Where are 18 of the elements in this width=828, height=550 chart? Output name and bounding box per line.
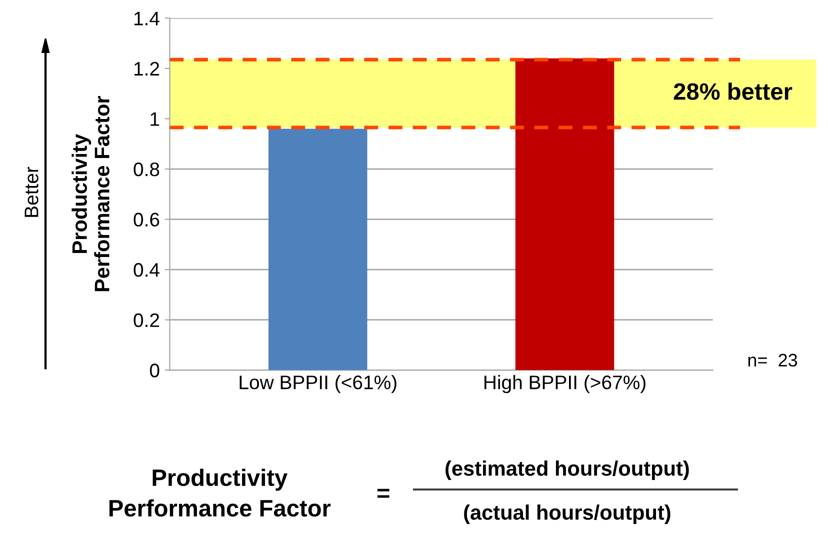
y-tick-label: 1.4 [134,12,160,26]
y-tick-label: 0.8 [134,162,160,176]
y-tick-label: 0.6 [134,212,160,227]
text: Better [24,166,38,217]
text: = [377,488,390,498]
y-axis-title: Productivity Performance Factor [72,96,110,292]
y-tick-label: 1.2 [134,62,160,76]
y-tick-label: 0.2 [134,313,160,328]
text: n= 23 [748,354,798,367]
text: (actual hours/output) [464,504,670,524]
y-tick-label: 0 [150,364,160,378]
y-tick-label: 1 [150,112,160,126]
band-label: 28% better [674,82,792,100]
x-tick-label: Low BPPII (<61%) [240,375,396,394]
text: Productivity Performance Factor [109,468,331,517]
x-tick-label: High BPPII (>67%) [484,375,646,394]
text: (estimated hours/output) [446,460,689,480]
y-tick-label: 0.4 [134,263,160,277]
